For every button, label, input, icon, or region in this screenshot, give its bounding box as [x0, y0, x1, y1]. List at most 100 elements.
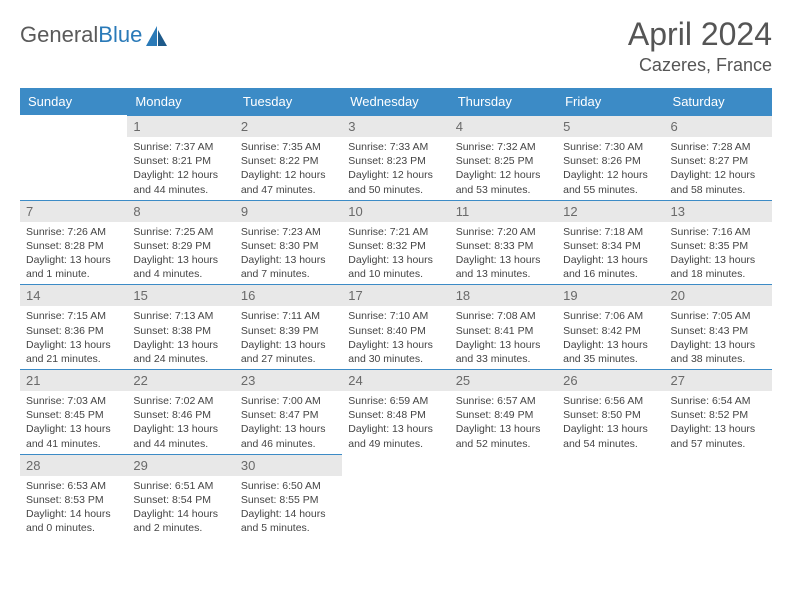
logo-part1: General	[20, 22, 98, 47]
day-number: 16	[235, 284, 342, 306]
calendar-cell: 20Sunrise: 7:05 AMSunset: 8:43 PMDayligh…	[665, 284, 772, 369]
calendar-cell: 9Sunrise: 7:23 AMSunset: 8:30 PMDaylight…	[235, 200, 342, 285]
logo-part2: Blue	[98, 22, 142, 47]
day-number: 25	[450, 369, 557, 391]
day-content: Sunrise: 7:33 AMSunset: 8:23 PMDaylight:…	[342, 137, 449, 200]
day-content: Sunrise: 6:54 AMSunset: 8:52 PMDaylight:…	[665, 391, 772, 454]
day-number: 3	[342, 115, 449, 137]
calendar-cell: 27Sunrise: 6:54 AMSunset: 8:52 PMDayligh…	[665, 369, 772, 454]
day-number: 30	[235, 454, 342, 476]
calendar-cell: 5Sunrise: 7:30 AMSunset: 8:26 PMDaylight…	[557, 115, 664, 200]
calendar-week-row: 21Sunrise: 7:03 AMSunset: 8:45 PMDayligh…	[20, 369, 772, 454]
weekday-header: Sunday	[20, 88, 127, 115]
day-content: Sunrise: 7:05 AMSunset: 8:43 PMDaylight:…	[665, 306, 772, 369]
day-number: 1	[127, 115, 234, 137]
calendar-cell: 4Sunrise: 7:32 AMSunset: 8:25 PMDaylight…	[450, 115, 557, 200]
calendar-cell: 6Sunrise: 7:28 AMSunset: 8:27 PMDaylight…	[665, 115, 772, 200]
calendar-cell: 30Sunrise: 6:50 AMSunset: 8:55 PMDayligh…	[235, 454, 342, 539]
calendar-cell: 3Sunrise: 7:33 AMSunset: 8:23 PMDaylight…	[342, 115, 449, 200]
day-number: 29	[127, 454, 234, 476]
day-number: 24	[342, 369, 449, 391]
weekday-header: Saturday	[665, 88, 772, 115]
day-content: Sunrise: 7:13 AMSunset: 8:38 PMDaylight:…	[127, 306, 234, 369]
weekday-header: Wednesday	[342, 88, 449, 115]
day-content: Sunrise: 7:11 AMSunset: 8:39 PMDaylight:…	[235, 306, 342, 369]
calendar-cell	[665, 454, 772, 539]
calendar-cell: 16Sunrise: 7:11 AMSunset: 8:39 PMDayligh…	[235, 284, 342, 369]
day-content: Sunrise: 7:20 AMSunset: 8:33 PMDaylight:…	[450, 222, 557, 285]
calendar-week-row: 28Sunrise: 6:53 AMSunset: 8:53 PMDayligh…	[20, 454, 772, 539]
calendar-cell: 28Sunrise: 6:53 AMSunset: 8:53 PMDayligh…	[20, 454, 127, 539]
day-content: Sunrise: 6:57 AMSunset: 8:49 PMDaylight:…	[450, 391, 557, 454]
day-content: Sunrise: 7:10 AMSunset: 8:40 PMDaylight:…	[342, 306, 449, 369]
day-number: 7	[20, 200, 127, 222]
day-number: 17	[342, 284, 449, 306]
day-number: 4	[450, 115, 557, 137]
day-content: Sunrise: 6:50 AMSunset: 8:55 PMDaylight:…	[235, 476, 342, 539]
calendar-cell: 10Sunrise: 7:21 AMSunset: 8:32 PMDayligh…	[342, 200, 449, 285]
day-content: Sunrise: 7:37 AMSunset: 8:21 PMDaylight:…	[127, 137, 234, 200]
weekday-header: Friday	[557, 88, 664, 115]
day-content: Sunrise: 7:03 AMSunset: 8:45 PMDaylight:…	[20, 391, 127, 454]
day-number: 12	[557, 200, 664, 222]
calendar-cell	[342, 454, 449, 539]
logo-sail-icon	[146, 26, 168, 46]
day-content: Sunrise: 7:02 AMSunset: 8:46 PMDaylight:…	[127, 391, 234, 454]
calendar-cell: 24Sunrise: 6:59 AMSunset: 8:48 PMDayligh…	[342, 369, 449, 454]
calendar-cell: 14Sunrise: 7:15 AMSunset: 8:36 PMDayligh…	[20, 284, 127, 369]
day-number: 10	[342, 200, 449, 222]
weekday-header: Monday	[127, 88, 234, 115]
logo: GeneralBlue	[20, 16, 168, 48]
logo-text: GeneralBlue	[20, 22, 142, 48]
day-content: Sunrise: 7:08 AMSunset: 8:41 PMDaylight:…	[450, 306, 557, 369]
calendar-table: SundayMondayTuesdayWednesdayThursdayFrid…	[20, 88, 772, 538]
day-number: 8	[127, 200, 234, 222]
day-number: 26	[557, 369, 664, 391]
day-content: Sunrise: 7:18 AMSunset: 8:34 PMDaylight:…	[557, 222, 664, 285]
day-number: 28	[20, 454, 127, 476]
calendar-cell: 26Sunrise: 6:56 AMSunset: 8:50 PMDayligh…	[557, 369, 664, 454]
day-number: 13	[665, 200, 772, 222]
calendar-cell: 25Sunrise: 6:57 AMSunset: 8:49 PMDayligh…	[450, 369, 557, 454]
day-number: 21	[20, 369, 127, 391]
day-number: 18	[450, 284, 557, 306]
calendar-cell: 7Sunrise: 7:26 AMSunset: 8:28 PMDaylight…	[20, 200, 127, 285]
weekday-header: Thursday	[450, 88, 557, 115]
day-content: Sunrise: 6:53 AMSunset: 8:53 PMDaylight:…	[20, 476, 127, 539]
day-number: 22	[127, 369, 234, 391]
location: Cazeres, France	[628, 55, 772, 76]
month-title: April 2024	[628, 16, 772, 53]
day-content: Sunrise: 7:28 AMSunset: 8:27 PMDaylight:…	[665, 137, 772, 200]
calendar-cell: 29Sunrise: 6:51 AMSunset: 8:54 PMDayligh…	[127, 454, 234, 539]
day-number: 19	[557, 284, 664, 306]
day-content: Sunrise: 7:26 AMSunset: 8:28 PMDaylight:…	[20, 222, 127, 285]
calendar-cell: 8Sunrise: 7:25 AMSunset: 8:29 PMDaylight…	[127, 200, 234, 285]
day-number: 9	[235, 200, 342, 222]
calendar-cell: 21Sunrise: 7:03 AMSunset: 8:45 PMDayligh…	[20, 369, 127, 454]
calendar-cell	[20, 115, 127, 200]
day-content: Sunrise: 7:23 AMSunset: 8:30 PMDaylight:…	[235, 222, 342, 285]
calendar-cell: 22Sunrise: 7:02 AMSunset: 8:46 PMDayligh…	[127, 369, 234, 454]
day-content: Sunrise: 7:30 AMSunset: 8:26 PMDaylight:…	[557, 137, 664, 200]
day-number: 23	[235, 369, 342, 391]
calendar-cell: 11Sunrise: 7:20 AMSunset: 8:33 PMDayligh…	[450, 200, 557, 285]
day-number: 11	[450, 200, 557, 222]
day-content: Sunrise: 6:56 AMSunset: 8:50 PMDaylight:…	[557, 391, 664, 454]
weekday-header: Tuesday	[235, 88, 342, 115]
day-content: Sunrise: 7:35 AMSunset: 8:22 PMDaylight:…	[235, 137, 342, 200]
calendar-cell: 15Sunrise: 7:13 AMSunset: 8:38 PMDayligh…	[127, 284, 234, 369]
day-content: Sunrise: 7:00 AMSunset: 8:47 PMDaylight:…	[235, 391, 342, 454]
calendar-cell: 2Sunrise: 7:35 AMSunset: 8:22 PMDaylight…	[235, 115, 342, 200]
day-content: Sunrise: 6:51 AMSunset: 8:54 PMDaylight:…	[127, 476, 234, 539]
calendar-week-row: 14Sunrise: 7:15 AMSunset: 8:36 PMDayligh…	[20, 284, 772, 369]
day-number: 5	[557, 115, 664, 137]
calendar-week-row: 1Sunrise: 7:37 AMSunset: 8:21 PMDaylight…	[20, 115, 772, 200]
day-content: Sunrise: 6:59 AMSunset: 8:48 PMDaylight:…	[342, 391, 449, 454]
calendar-cell: 18Sunrise: 7:08 AMSunset: 8:41 PMDayligh…	[450, 284, 557, 369]
day-content: Sunrise: 7:06 AMSunset: 8:42 PMDaylight:…	[557, 306, 664, 369]
day-number: 15	[127, 284, 234, 306]
day-content: Sunrise: 7:25 AMSunset: 8:29 PMDaylight:…	[127, 222, 234, 285]
calendar-cell: 13Sunrise: 7:16 AMSunset: 8:35 PMDayligh…	[665, 200, 772, 285]
day-number: 27	[665, 369, 772, 391]
calendar-cell	[450, 454, 557, 539]
